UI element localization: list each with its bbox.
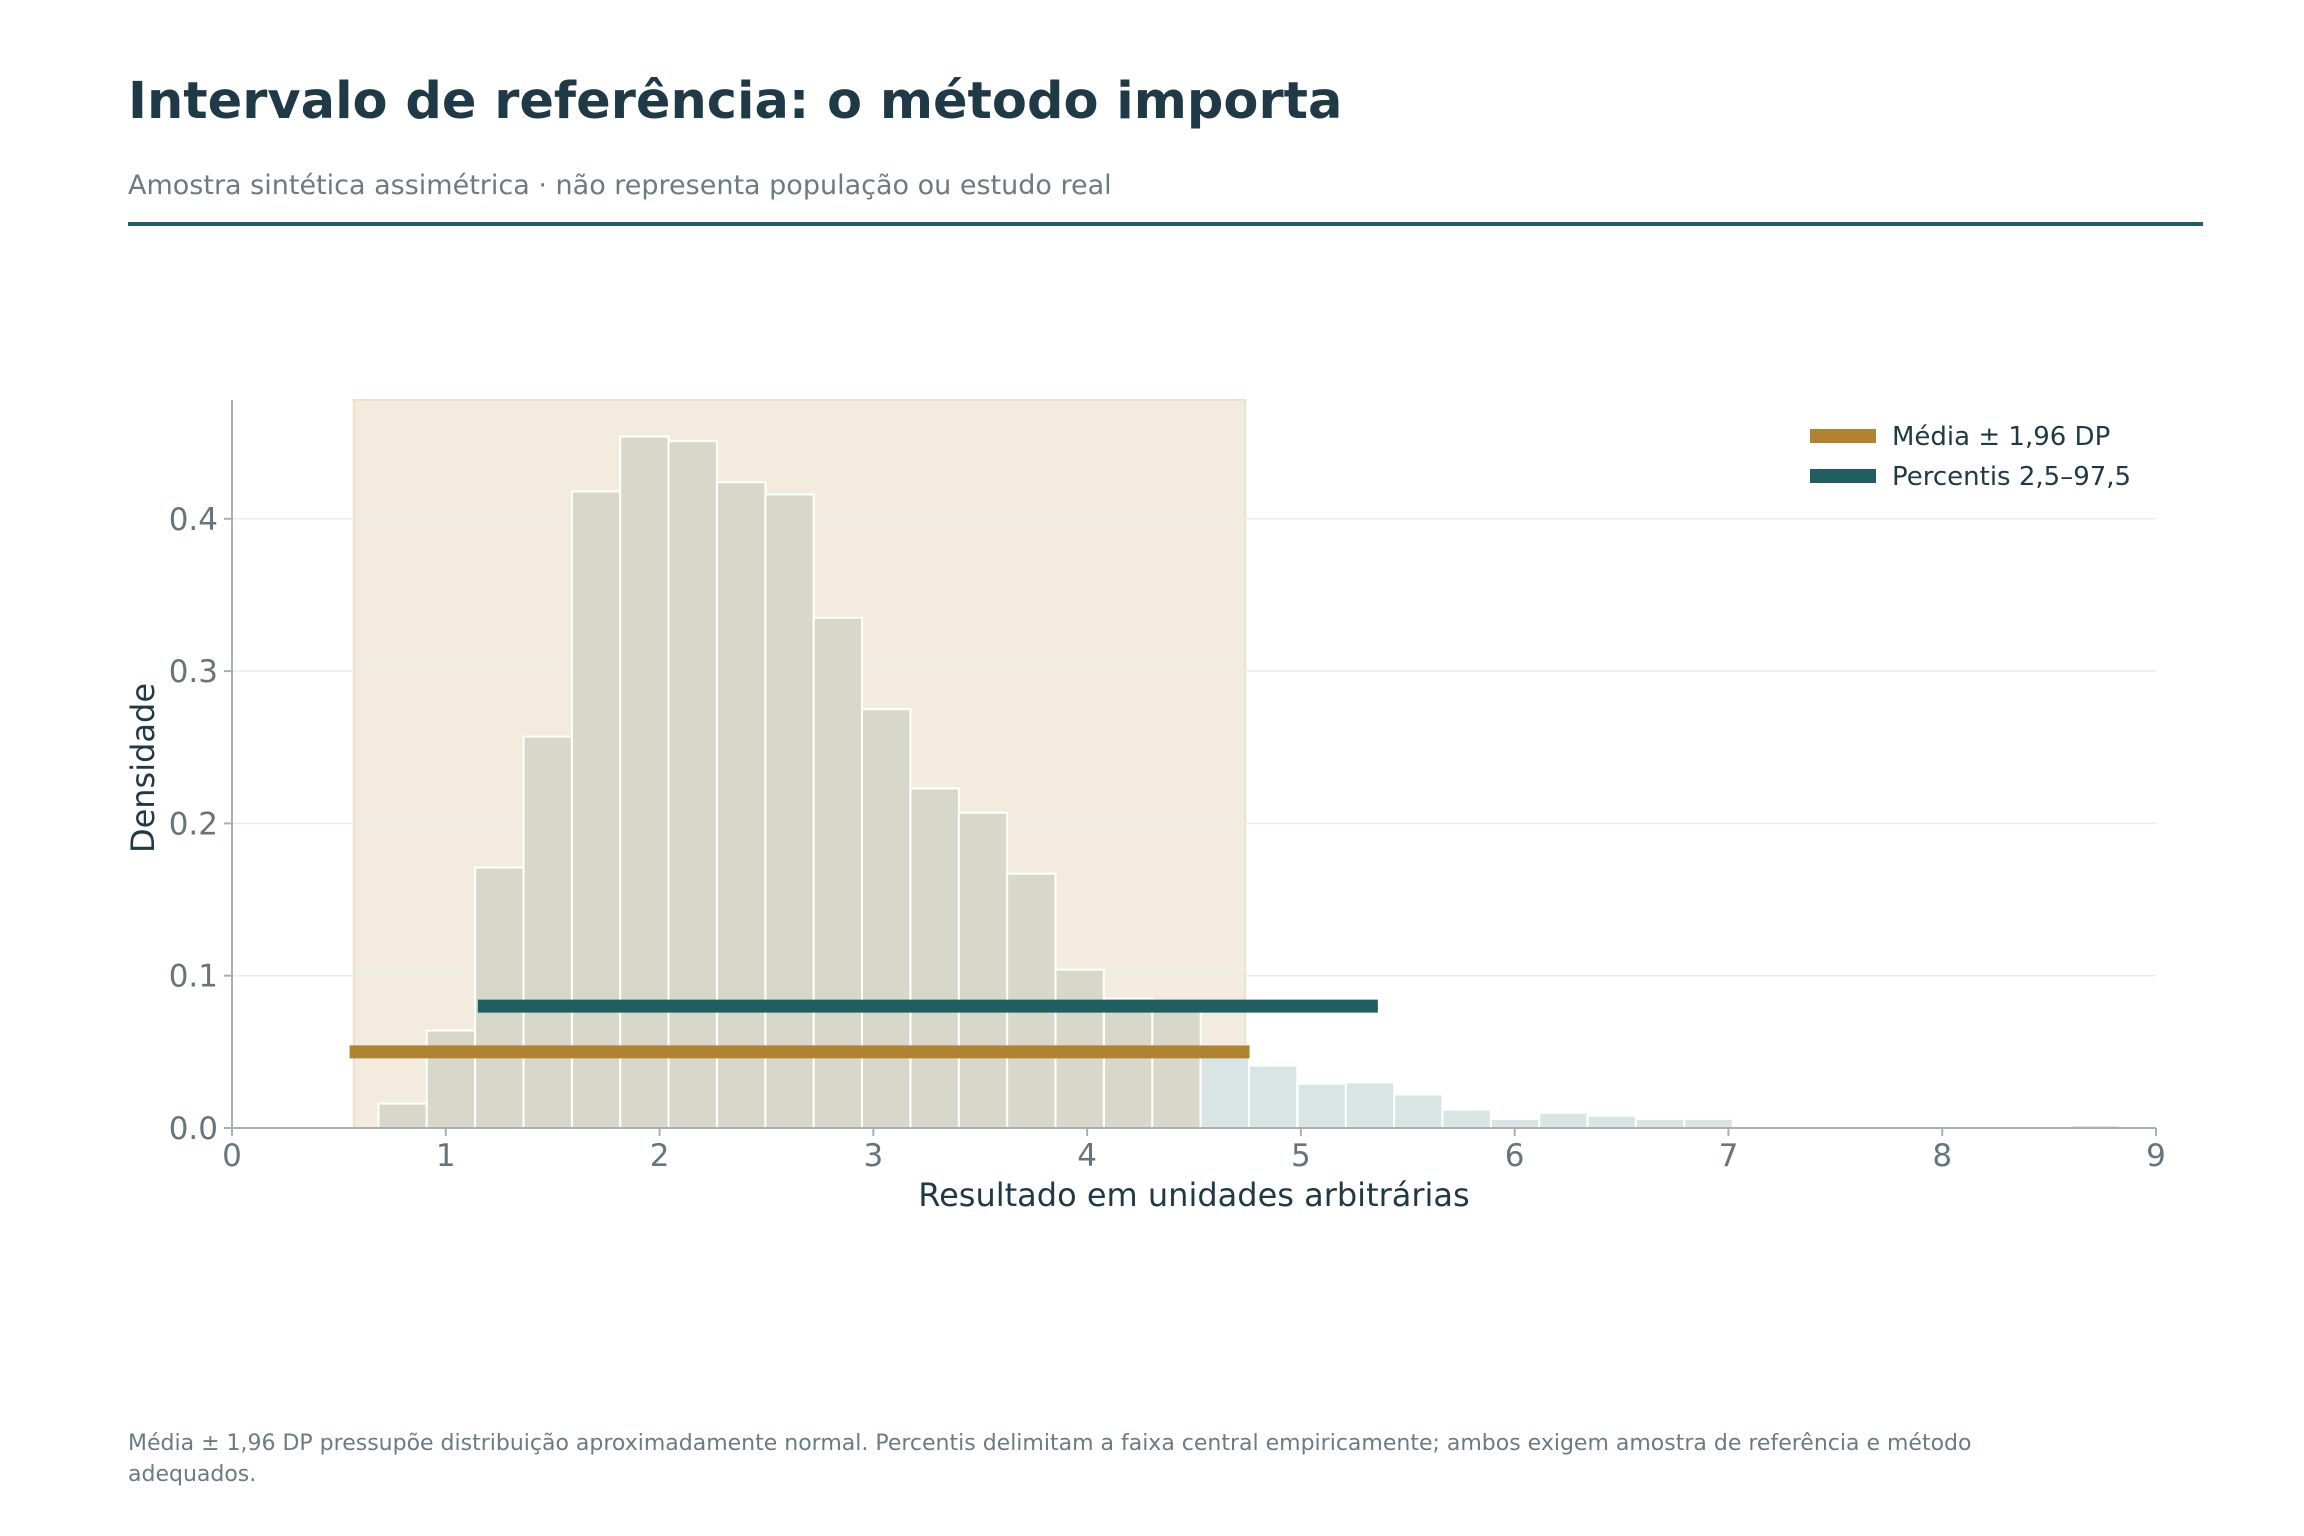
histogram-bar [764, 493, 815, 1130]
histogram-bar [1296, 1082, 1347, 1130]
histogram-bar [1634, 1117, 1686, 1130]
legend-label: Percentis 2,5–97,5 [1892, 462, 2131, 492]
histogram-bar [1683, 1117, 1734, 1130]
histogram-bar [1586, 1114, 1637, 1130]
legend: Média ± 1,96 DP Percentis 2,5–97,5 [1810, 422, 2131, 492]
histogram-bar [1199, 1044, 1250, 1129]
histogram-bar [1102, 997, 1154, 1130]
histogram-bar [425, 1029, 477, 1130]
x-tick-label: 4 [1077, 1138, 1097, 1174]
histogram-bar [957, 811, 1009, 1129]
y-tick-label: 0.1 [169, 959, 218, 995]
interval-lines [349, 999, 1378, 1059]
y-tick-label: 0.2 [169, 806, 218, 842]
histogram-bar [377, 1102, 428, 1130]
histogram-bar [667, 440, 718, 1129]
header-divider [128, 222, 2203, 226]
histogram-bar [570, 490, 622, 1130]
legend-label: Média ± 1,96 DP [1892, 422, 2110, 452]
chart-subtitle: Amostra sintética assimétrica · não repr… [128, 170, 1112, 201]
histogram-bar [1151, 1008, 1202, 1129]
x-axis-title: Resultado em unidades arbitrárias [918, 1176, 1469, 1214]
x-tick-label: 6 [1505, 1138, 1525, 1174]
histogram-bar [474, 866, 525, 1130]
x-tick-label: 3 [863, 1138, 883, 1174]
histogram-bar [716, 481, 767, 1129]
x-tick-label: 5 [1291, 1138, 1311, 1174]
histogram-bar [522, 735, 573, 1129]
axes: 0 1 2 3 4 5 6 7 8 9 0.0 0.1 0.2 0.3 0.4 Resultado em un… [124, 400, 2166, 1214]
histogram-bars [377, 435, 2121, 1130]
y-axis-title: Densidade [124, 683, 162, 853]
x-tick-label: 1 [436, 1138, 456, 1174]
histogram-bar [1247, 1064, 1299, 1130]
histogram-bar [1441, 1108, 1492, 1130]
histogram-bar [1538, 1111, 1589, 1130]
chart-title: Intervalo de referência: o método import… [128, 72, 1343, 131]
x-tick-label: 8 [1932, 1138, 1952, 1174]
histogram-bar [1489, 1117, 1541, 1130]
x-tick-label: 0 [222, 1138, 242, 1174]
y-tick-label: 0.3 [169, 654, 218, 690]
x-tick-label: 2 [650, 1138, 670, 1174]
histogram-bar [909, 787, 960, 1130]
histogram-bar [861, 708, 912, 1130]
histogram-bar [619, 435, 670, 1129]
histogram-bar [1344, 1081, 1396, 1129]
footnote: Média ± 1,96 DP pressupõe distribuição a… [128, 1431, 1972, 1487]
histogram-bar [1393, 1093, 1444, 1130]
y-tick-label: 0.4 [169, 502, 218, 538]
x-tick-label: 9 [2146, 1138, 2166, 1174]
x-tick-label: 7 [1719, 1138, 1739, 1174]
y-tick-label: 0.0 [169, 1111, 218, 1147]
